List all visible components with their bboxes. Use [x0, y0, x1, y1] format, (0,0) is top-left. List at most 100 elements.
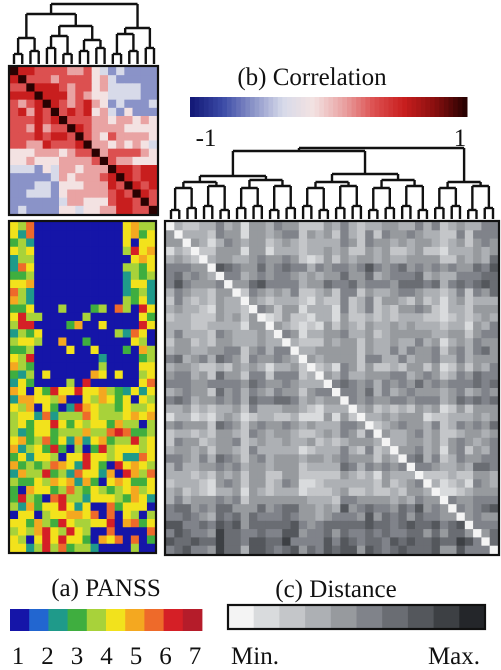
panss-cell [114, 387, 124, 396]
distance-cell [290, 296, 300, 306]
correlation-cell [132, 165, 142, 174]
panss-cell [106, 279, 116, 289]
distance-cell [307, 446, 316, 455]
correlation-cell [34, 205, 44, 215]
distance-cell [257, 246, 266, 256]
distance-cell [448, 429, 457, 439]
panss-cell [98, 387, 108, 396]
distance-cell [265, 412, 275, 422]
distance-cell [224, 371, 233, 381]
correlation-cell [116, 156, 125, 166]
panss-cell [50, 535, 59, 545]
distance-cell [448, 321, 457, 331]
distance-cell [373, 495, 383, 505]
panss-cell [122, 321, 132, 330]
panss-cell [82, 461, 91, 470]
panss-cell [26, 494, 35, 503]
correlation-min-label: -1 [196, 125, 217, 152]
distance-cell [190, 529, 200, 538]
correlation-cell [140, 173, 150, 182]
panss-cell [106, 486, 116, 495]
distance-cell [481, 288, 491, 298]
panss-cell [34, 494, 43, 503]
distance-cell [473, 246, 482, 256]
panss-cell [146, 304, 156, 314]
panss-cell [34, 461, 43, 470]
distance-cell [273, 412, 283, 422]
panss-cell [26, 420, 35, 429]
distance-cell [273, 520, 283, 530]
panss-cell [138, 271, 148, 281]
distance-cell [290, 338, 300, 347]
distance-cell [166, 487, 175, 497]
distance-cell [390, 321, 399, 331]
panss-colorbar-swatch [48, 609, 68, 631]
distance-cell [323, 271, 333, 281]
distance-cell [439, 537, 449, 547]
panss-cell [10, 304, 19, 314]
distance-cell [298, 263, 308, 273]
panss-cell [18, 370, 27, 380]
distance-cell [257, 421, 266, 430]
correlation-colorbar-swatch [397, 97, 403, 117]
distance-cell [406, 363, 416, 372]
distance-cell [190, 512, 200, 522]
distance-cell [240, 412, 250, 422]
distance-cell [481, 222, 491, 231]
panss-cell [66, 527, 75, 536]
distance-cell [224, 354, 233, 364]
distance-cell [307, 230, 316, 239]
panss-matrix [7, 219, 158, 555]
distance-cell [265, 479, 275, 488]
correlation-cell [83, 197, 93, 207]
distance-cell [332, 421, 341, 430]
distance-cell [298, 388, 308, 397]
distance-cell [232, 305, 242, 314]
distance-cell [307, 222, 316, 231]
distance-cell [381, 222, 391, 231]
panss-cell [130, 510, 140, 520]
correlation-colorbar-swatch [370, 97, 376, 117]
panss-cell [34, 337, 43, 347]
distance-cell [307, 354, 316, 364]
distance-cell [489, 263, 499, 273]
panss-cell [34, 238, 43, 248]
correlation-cell [116, 83, 125, 92]
distance-cell [373, 471, 383, 480]
correlation-cell [59, 83, 68, 92]
distance-cell [249, 520, 258, 530]
correlation-cell [10, 67, 19, 76]
distance-cell [282, 520, 291, 530]
distance-cell [365, 479, 374, 488]
distance-cell [423, 255, 432, 264]
panss-cell [122, 428, 132, 437]
distance-cell [423, 545, 432, 555]
distance-cell [431, 246, 441, 256]
panss-cell [66, 378, 75, 388]
distance-cell [232, 379, 242, 389]
correlation-cell [124, 91, 133, 101]
correlation-cell [83, 99, 93, 109]
panss-cell [10, 222, 19, 231]
distance-cell [174, 479, 183, 488]
distance-cell [390, 271, 399, 281]
panss-cell [114, 403, 124, 413]
panss-cell [42, 304, 51, 314]
distance-cell [473, 230, 482, 239]
distance-cell [307, 313, 316, 322]
distance-cell [315, 329, 325, 339]
distance-cell [207, 255, 217, 264]
panss-cell [74, 461, 83, 470]
correlation-cell [108, 205, 117, 215]
distance-cell [373, 230, 383, 239]
distance-cell [473, 354, 482, 364]
distance-cell [199, 305, 208, 314]
panss-cell [66, 428, 75, 437]
distance-cell [473, 462, 482, 472]
correlation-colorbar-swatch [323, 97, 329, 117]
panss-cell [130, 403, 140, 413]
distance-cell [298, 321, 308, 331]
distance-cell [439, 504, 449, 513]
distance-cell [356, 404, 366, 414]
distance-cell [439, 529, 449, 538]
